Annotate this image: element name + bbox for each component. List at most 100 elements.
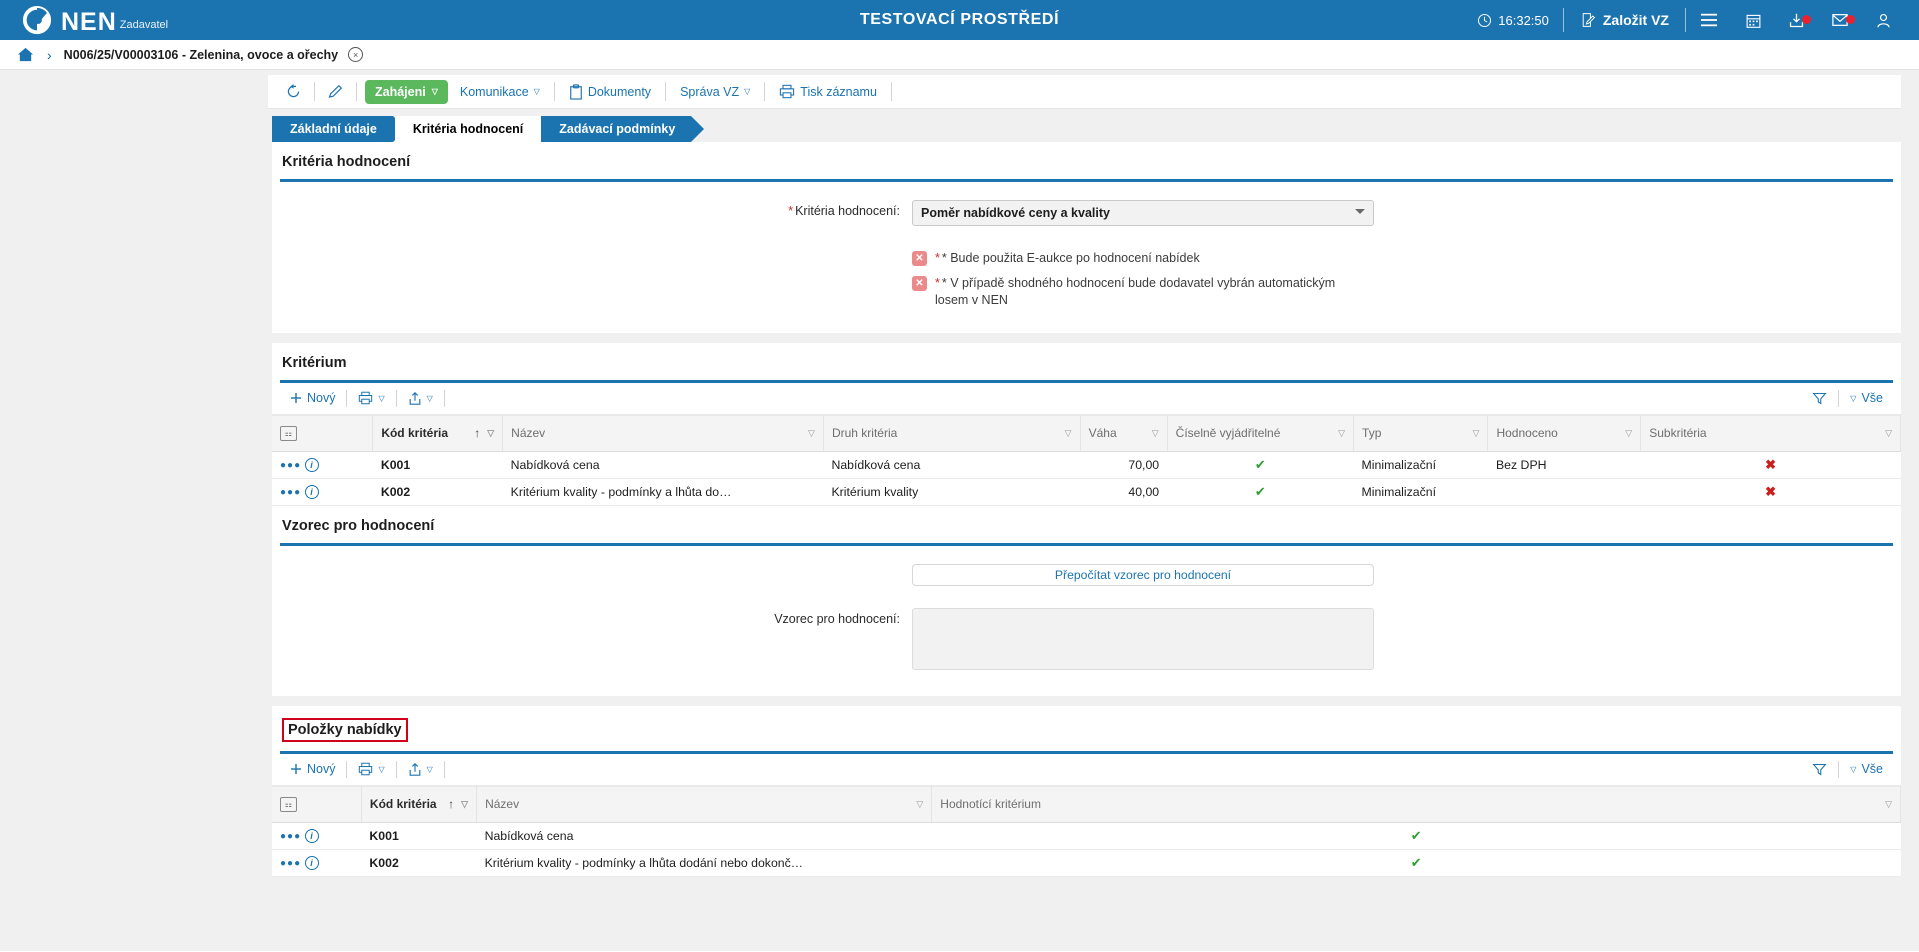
column-selector-header[interactable]: ⚏ xyxy=(272,785,362,823)
col-kod-kriteria[interactable]: Kód kritéria ↑ ▽ xyxy=(361,785,478,823)
calendar-icon[interactable] xyxy=(1732,12,1775,29)
info-icon[interactable]: i xyxy=(304,829,319,844)
column-chooser-icon[interactable]: ⚏ xyxy=(280,426,297,442)
tab-kriteria-hodnoceni[interactable]: Kritéria hodnocení xyxy=(394,116,553,142)
home-icon[interactable] xyxy=(16,46,35,63)
info-icon[interactable]: i xyxy=(304,485,319,500)
table-row[interactable]: ●●● i K001 Nabídková cena ✔ xyxy=(272,822,1901,850)
kriterium-table: ⚏ Kód kritéria ↑ ▽ Název ▽ Druh kritéria xyxy=(272,414,1901,506)
vzorec-textarea[interactable] xyxy=(912,607,1374,670)
chevron-down-icon: ▽ xyxy=(1850,764,1857,774)
row-menu-icon[interactable]: ●●● xyxy=(280,858,302,870)
col-hodnoceno[interactable]: Hodnoceno ▽ xyxy=(1487,414,1642,452)
filter-caret-icon[interactable]: ▽ xyxy=(808,427,815,438)
col-vaha[interactable]: Váha ▽ xyxy=(1080,414,1168,452)
col-kod-kriteria[interactable]: Kód kritéria ↑ ▽ xyxy=(372,414,504,452)
filter-caret-icon[interactable]: ▽ xyxy=(461,798,469,809)
col-nazev[interactable]: Název ▽ xyxy=(502,414,824,452)
row-menu-icon[interactable]: ●●● xyxy=(280,487,302,499)
kriteria-hodnoceni-row: * Kritéria hodnocení: Poměr nabídkové cen… xyxy=(272,200,1901,226)
checkbox-unchecked-icon[interactable]: ✕ xyxy=(912,251,927,266)
tab-label: Kritéria hodnocení xyxy=(412,122,524,136)
zahajeni-label: Zahájeni xyxy=(375,84,426,99)
col-druh-kriteria[interactable]: Druh kritéria ▽ xyxy=(823,414,1081,452)
prepocitat-vzorec-button[interactable]: Přepočítat vzorec pro hodnocení xyxy=(912,563,1374,586)
filter-caret-icon[interactable]: ▽ xyxy=(1338,427,1346,438)
vse-menu[interactable]: ▽ Vše xyxy=(1842,762,1891,776)
komunikace-menu[interactable]: Komunikace ▽ xyxy=(451,85,549,99)
tab-strip: Základní údaje Kritéria hodnocení Zadáva… xyxy=(268,116,1919,142)
filter-button[interactable] xyxy=(1804,391,1835,406)
info-icon[interactable]: i xyxy=(304,856,319,871)
export-menu[interactable]: ▽ xyxy=(400,391,441,406)
tab-zakladni-udaje[interactable]: Základní údaje xyxy=(272,116,406,142)
menu-icon[interactable] xyxy=(1686,12,1732,28)
tab-zadavaci-podminky[interactable]: Zadávací podmínky xyxy=(541,116,705,142)
row-menu-icon[interactable]: ●●● xyxy=(280,460,302,472)
clock-display: 16:32:50 xyxy=(1463,13,1563,28)
cell-hodnotici: ✔ xyxy=(931,822,1901,850)
envelope-icon[interactable] xyxy=(1818,12,1862,28)
row-menu-icon[interactable]: ●●● xyxy=(280,831,302,843)
sort-asc-icon[interactable]: ↑ xyxy=(474,426,481,441)
print-menu[interactable]: ▽ xyxy=(350,391,392,405)
sort-asc-icon[interactable]: ↑ xyxy=(448,797,455,812)
filter-caret-icon[interactable]: ▽ xyxy=(1064,427,1072,438)
kriterium-grid-toolbar: Nový ▽ ▽ xyxy=(272,383,1901,415)
filter-caret-icon[interactable]: ▽ xyxy=(1472,427,1480,438)
novy-button[interactable]: Nový xyxy=(282,391,343,405)
col-nazev[interactable]: Název ▽ xyxy=(476,785,933,823)
grid-toolbar-right: ▽ Vše xyxy=(1804,389,1891,407)
funnel-icon xyxy=(1812,763,1827,776)
filter-caret-icon[interactable]: ▽ xyxy=(1885,427,1892,438)
table-row[interactable]: ●●● i K001 Nabídková cena Nabídková cena… xyxy=(272,451,1901,479)
user-icon[interactable] xyxy=(1862,12,1905,29)
kriteria-hodnoceni-select[interactable]: Poměr nabídkové ceny a kvality Nejnižší … xyxy=(912,200,1374,226)
sprava-vz-menu[interactable]: Správa VZ ▽ xyxy=(671,85,759,99)
close-icon[interactable]: × xyxy=(348,47,364,62)
vse-menu[interactable]: ▽ Vše xyxy=(1842,391,1891,405)
table-row[interactable]: ●●● i K002 Kritérium kvality - podmínky … xyxy=(272,478,1901,506)
cell-nazev: Kritérium kvality - podmínky a lhůta do… xyxy=(502,478,824,506)
filter-caret-icon[interactable]: ▽ xyxy=(1885,798,1892,809)
table-row[interactable]: ●●● i K002 Kritérium kvality - podmínky … xyxy=(272,849,1901,877)
pencil-icon[interactable] xyxy=(320,83,351,100)
col-subkriteria[interactable]: Subkritéria ▽ xyxy=(1640,414,1901,452)
row-actions-cell: ●●● i xyxy=(272,478,373,506)
cell-typ: Minimalizační xyxy=(1353,478,1488,506)
section-title-vzorec: Vzorec pro hodnocení xyxy=(282,517,435,534)
section-kriterium: Kritérium Nový ▽ xyxy=(272,342,1901,696)
divider xyxy=(1685,8,1686,32)
export-menu[interactable]: ▽ xyxy=(400,762,441,777)
info-icon[interactable]: i xyxy=(304,458,319,473)
filter-caret-icon[interactable]: ▽ xyxy=(1625,427,1633,438)
divider xyxy=(346,760,348,778)
refresh-icon[interactable] xyxy=(278,83,309,100)
funnel-icon xyxy=(1812,392,1827,405)
filter-button[interactable] xyxy=(1804,762,1835,777)
recalc-spacer xyxy=(272,564,912,568)
filter-caret-icon[interactable]: ▽ xyxy=(916,798,924,809)
tab-label: Zadávací podmínky xyxy=(559,122,676,136)
dokumenty-label: Dokumenty xyxy=(587,84,652,99)
filter-caret-icon[interactable]: ▽ xyxy=(1151,427,1159,438)
inbox-download-icon[interactable] xyxy=(1775,12,1818,29)
checkbox-unchecked-icon[interactable]: ✕ xyxy=(912,275,927,291)
create-vz-button[interactable]: Založit VZ xyxy=(1564,12,1685,28)
breadcrumb-current[interactable]: N006/25/V00003106 - Zelenina, ovoce a oř… xyxy=(63,47,339,62)
col-typ[interactable]: Typ ▽ xyxy=(1353,414,1489,452)
divider xyxy=(1562,8,1564,32)
tisk-zaznamu-button[interactable]: Tisk záznamu xyxy=(770,84,886,99)
column-chooser-icon[interactable]: ⚏ xyxy=(280,797,297,813)
novy-button[interactable]: Nový xyxy=(282,762,343,776)
zahajeni-button[interactable]: Zahájeni ▽ xyxy=(365,79,448,104)
novy-label: Nový xyxy=(307,391,336,406)
print-menu[interactable]: ▽ xyxy=(350,762,392,776)
filter-caret-icon[interactable]: ▽ xyxy=(487,427,495,438)
column-selector-header[interactable]: ⚏ xyxy=(272,414,374,452)
dokumenty-button[interactable]: Dokumenty xyxy=(560,83,660,100)
col-hodnotici-kriterium[interactable]: Hodnotící kritérium ▽ xyxy=(931,785,1901,823)
divider xyxy=(443,760,445,778)
tab-label: Základní údaje xyxy=(290,122,377,136)
col-ciselne-vyjadritelne[interactable]: Číselně vyjádřitelné ▽ xyxy=(1167,414,1355,452)
